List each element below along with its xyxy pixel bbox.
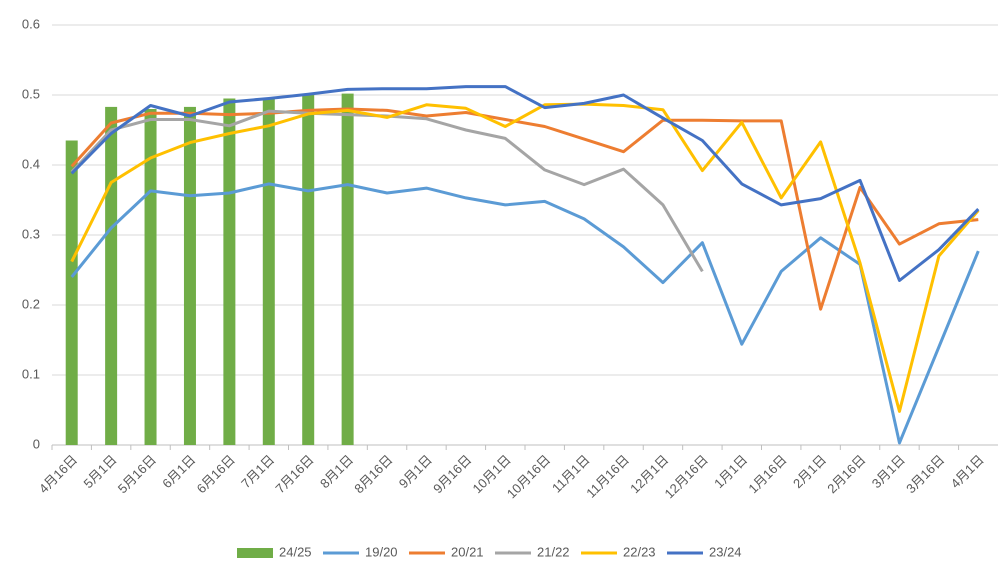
x-tick-label: 3月16日 bbox=[903, 452, 947, 496]
line bbox=[70, 109, 704, 273]
legend-label: 21/22 bbox=[537, 544, 570, 559]
x-tick-label: 7月16日 bbox=[272, 452, 316, 496]
bar bbox=[262, 98, 275, 445]
legend-swatch bbox=[237, 548, 273, 558]
legend-label: 24/25 bbox=[279, 544, 312, 559]
bar bbox=[65, 140, 78, 445]
y-tick-label: 0 bbox=[33, 436, 40, 451]
y-tick-label: 0.1 bbox=[22, 366, 40, 381]
bar bbox=[223, 98, 236, 445]
x-tick-label: 2月16日 bbox=[824, 452, 868, 496]
bar bbox=[341, 93, 354, 445]
x-tick-label: 9月16日 bbox=[430, 452, 474, 496]
line bbox=[70, 182, 980, 445]
line bbox=[70, 107, 979, 311]
x-tick-label: 10月16日 bbox=[504, 452, 553, 501]
x-tick-label: 12月16日 bbox=[661, 452, 710, 501]
y-tick-label: 0.2 bbox=[22, 296, 40, 311]
y-tick-label: 0.3 bbox=[22, 226, 40, 241]
y-tick-label: 0.6 bbox=[22, 16, 40, 31]
x-tick-label: 6月16日 bbox=[194, 452, 238, 496]
x-tick-label: 11月16日 bbox=[583, 452, 632, 501]
x-tick-label: 8月16日 bbox=[351, 452, 395, 496]
legend-label: 22/23 bbox=[623, 544, 656, 559]
x-tick-label: 1月16日 bbox=[745, 452, 789, 496]
x-tick-label: 5月16日 bbox=[115, 452, 159, 496]
y-tick-label: 0.4 bbox=[22, 156, 40, 171]
legend-label: 20/21 bbox=[451, 544, 484, 559]
y-tick-label: 0.5 bbox=[22, 86, 40, 101]
bar bbox=[302, 95, 315, 445]
bar bbox=[183, 106, 196, 446]
x-tick-label: 4月16日 bbox=[36, 452, 80, 496]
line bbox=[70, 85, 980, 282]
legend-label: 23/24 bbox=[709, 544, 742, 559]
line bbox=[70, 102, 980, 413]
legend-label: 19/20 bbox=[365, 544, 398, 559]
bar bbox=[105, 106, 118, 446]
x-tick-label: 4月1日 bbox=[948, 452, 987, 491]
